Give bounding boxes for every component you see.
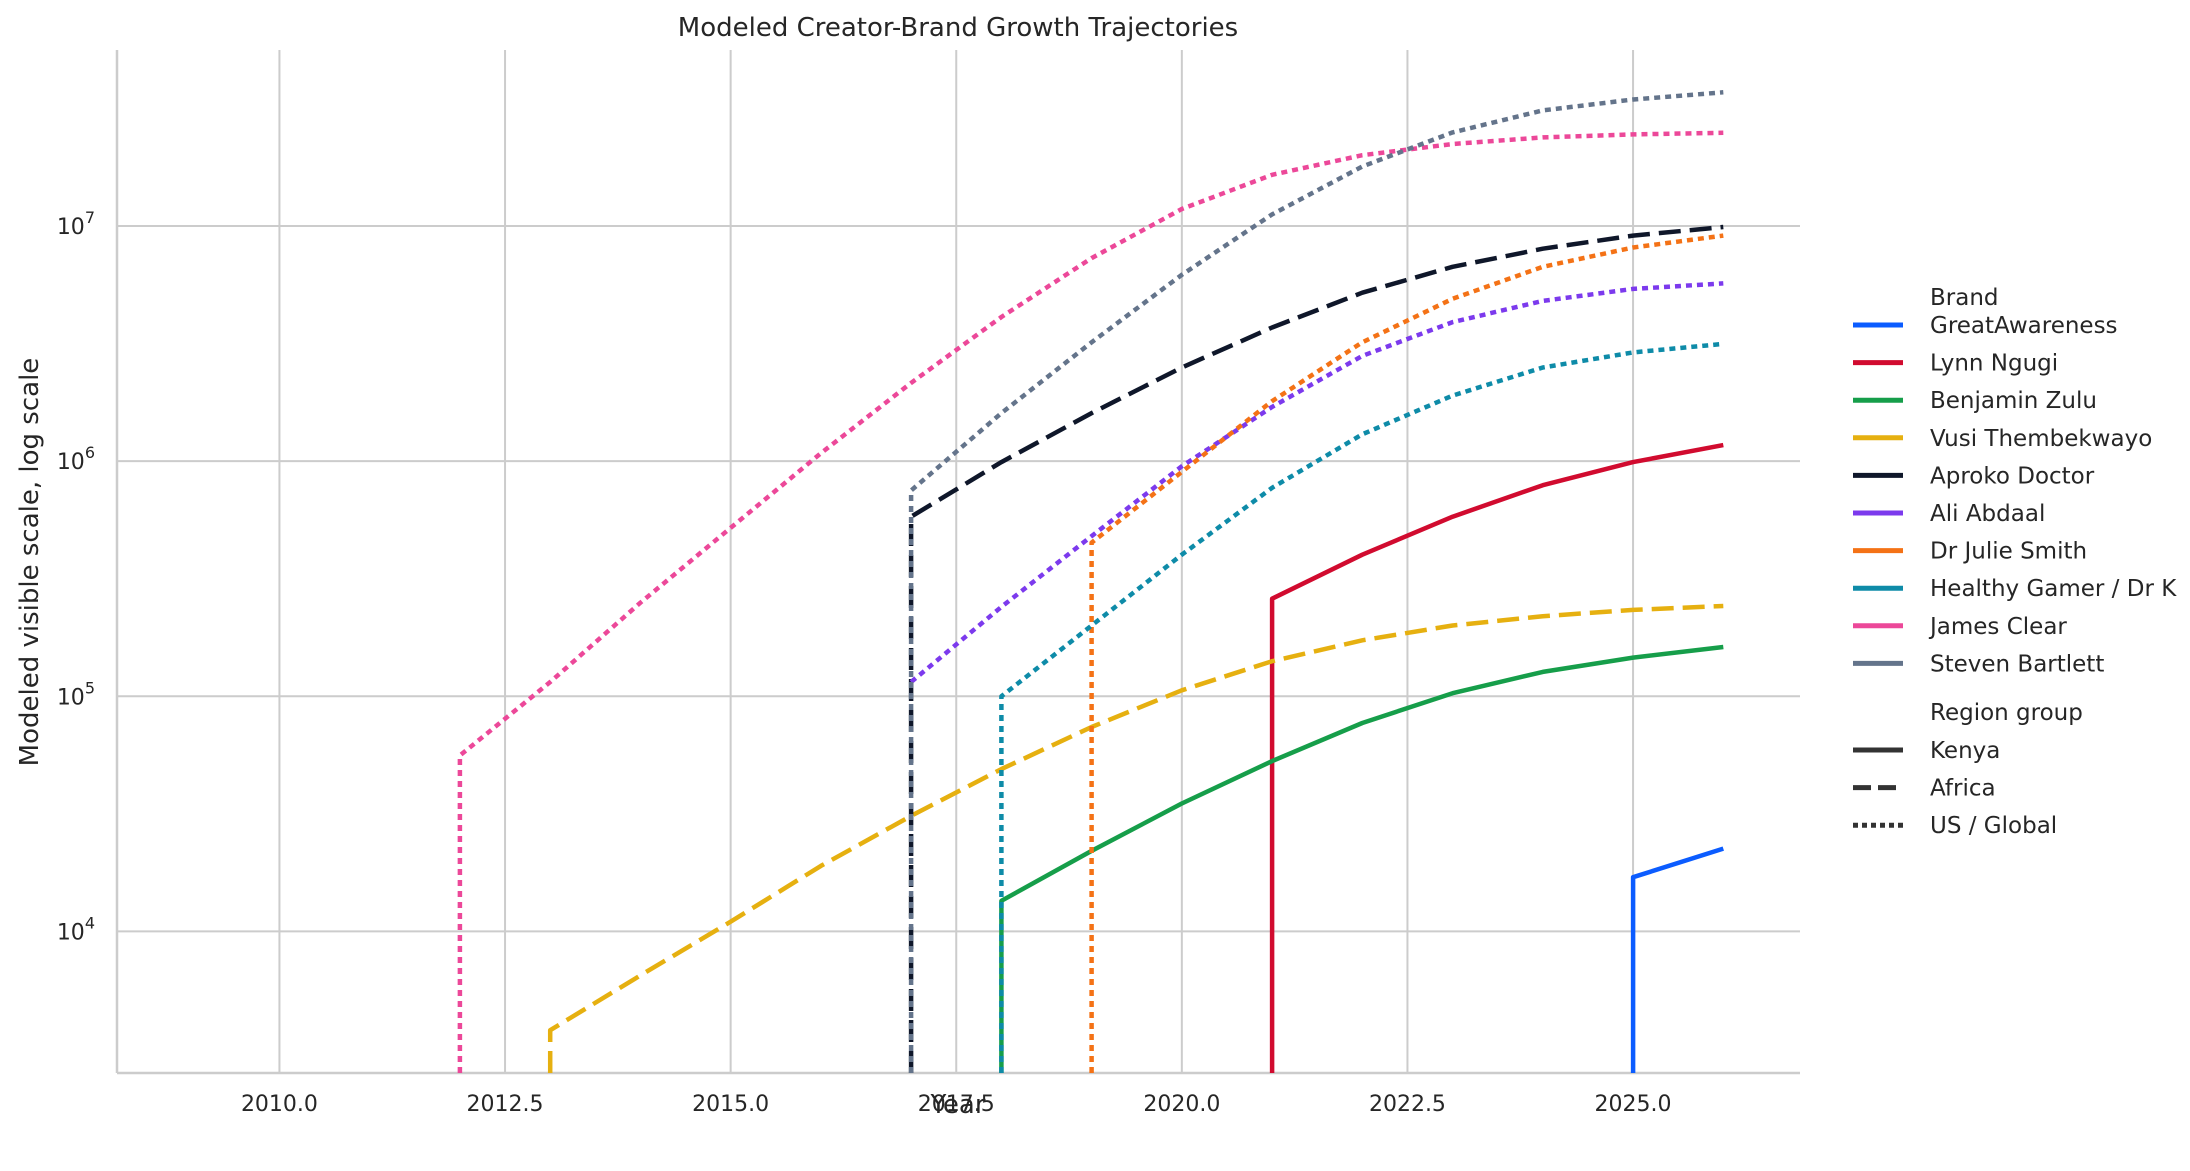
legend-label: GreatAwareness — [1930, 313, 2118, 339]
legend: Brand GreatAwareness Lynn Ngugi Benjamin Z… — [1853, 285, 2177, 839]
x-tick-label: 2025.0 — [1595, 1092, 1672, 1117]
x-tick-label: 2020.0 — [1143, 1092, 1220, 1117]
x-tick-labels: 2010.0 2012.5 2015.0 2017.5 2020.0 2022.5 2025… — [241, 1092, 1672, 1117]
legend-label: Vusi Thembekwayo — [1930, 426, 2152, 452]
series-line-aproko-doctor — [908, 224, 1724, 1073]
series-lines — [457, 90, 1724, 1073]
axes-spines — [115, 50, 1800, 1075]
legend-label: James Clear — [1928, 614, 2067, 640]
series-line-healthy-gamer-dr-k — [999, 341, 1724, 1073]
grid — [117, 50, 1800, 1073]
series-line-james-clear — [457, 130, 1724, 1073]
legend-brand-title: Brand — [1930, 285, 1999, 311]
series-line-vusi-thembekwayo — [547, 603, 1724, 1073]
y-tick-label: 106 — [57, 443, 95, 475]
x-tick-label: 2012.5 — [467, 1092, 544, 1117]
y-tick-labels: 104 105 106 107 — [57, 208, 95, 945]
x-axis-label: Year — [929, 1090, 985, 1120]
x-tick-label: 2015.0 — [692, 1092, 769, 1117]
y-tick-label: 105 — [57, 678, 95, 710]
legend-label: Dr Julie Smith — [1930, 539, 2087, 565]
legend-label: Kenya — [1930, 738, 2000, 764]
y-tick-label: 107 — [57, 208, 95, 240]
y-tick-label: 104 — [57, 913, 95, 945]
legend-label: Steven Bartlett — [1930, 651, 2104, 677]
legend-region-entries: Kenya Africa US / Global — [1853, 738, 2057, 839]
series-line-steven-bartlett — [908, 90, 1724, 1073]
legend-label: Aproko Doctor — [1930, 463, 2095, 489]
x-tick-label: 2010.0 — [241, 1092, 318, 1117]
series-line-benjamin-zulu — [999, 644, 1724, 1073]
y-axis-label: Modeled visible scale, log scale — [15, 358, 45, 767]
chart-title: Modeled Creator-Brand Growth Trajectorie… — [678, 13, 1238, 43]
series-line-greatawareness — [1630, 846, 1724, 1073]
legend-label: US / Global — [1930, 813, 2057, 839]
legend-label: Ali Abdaal — [1930, 501, 2045, 527]
x-tick-label: 2022.5 — [1369, 1092, 1446, 1117]
legend-brand-entries: GreatAwareness Lynn Ngugi Benjamin Zulu Vus… — [1853, 313, 2177, 677]
legend-label: Lynn Ngugi — [1930, 351, 2058, 377]
series-line-dr-julie-smith — [1089, 233, 1724, 1073]
x-tick-label: 2017.5 — [918, 1092, 995, 1117]
legend-region-title: Region group — [1930, 700, 2083, 726]
legend-label: Africa — [1930, 776, 1996, 802]
series-line-lynn-ngugi — [1269, 442, 1724, 1073]
legend-label: Healthy Gamer / Dr K — [1930, 576, 2177, 602]
legend-label: Benjamin Zulu — [1930, 388, 2097, 414]
series-line-ali-abdaal — [909, 281, 1724, 684]
